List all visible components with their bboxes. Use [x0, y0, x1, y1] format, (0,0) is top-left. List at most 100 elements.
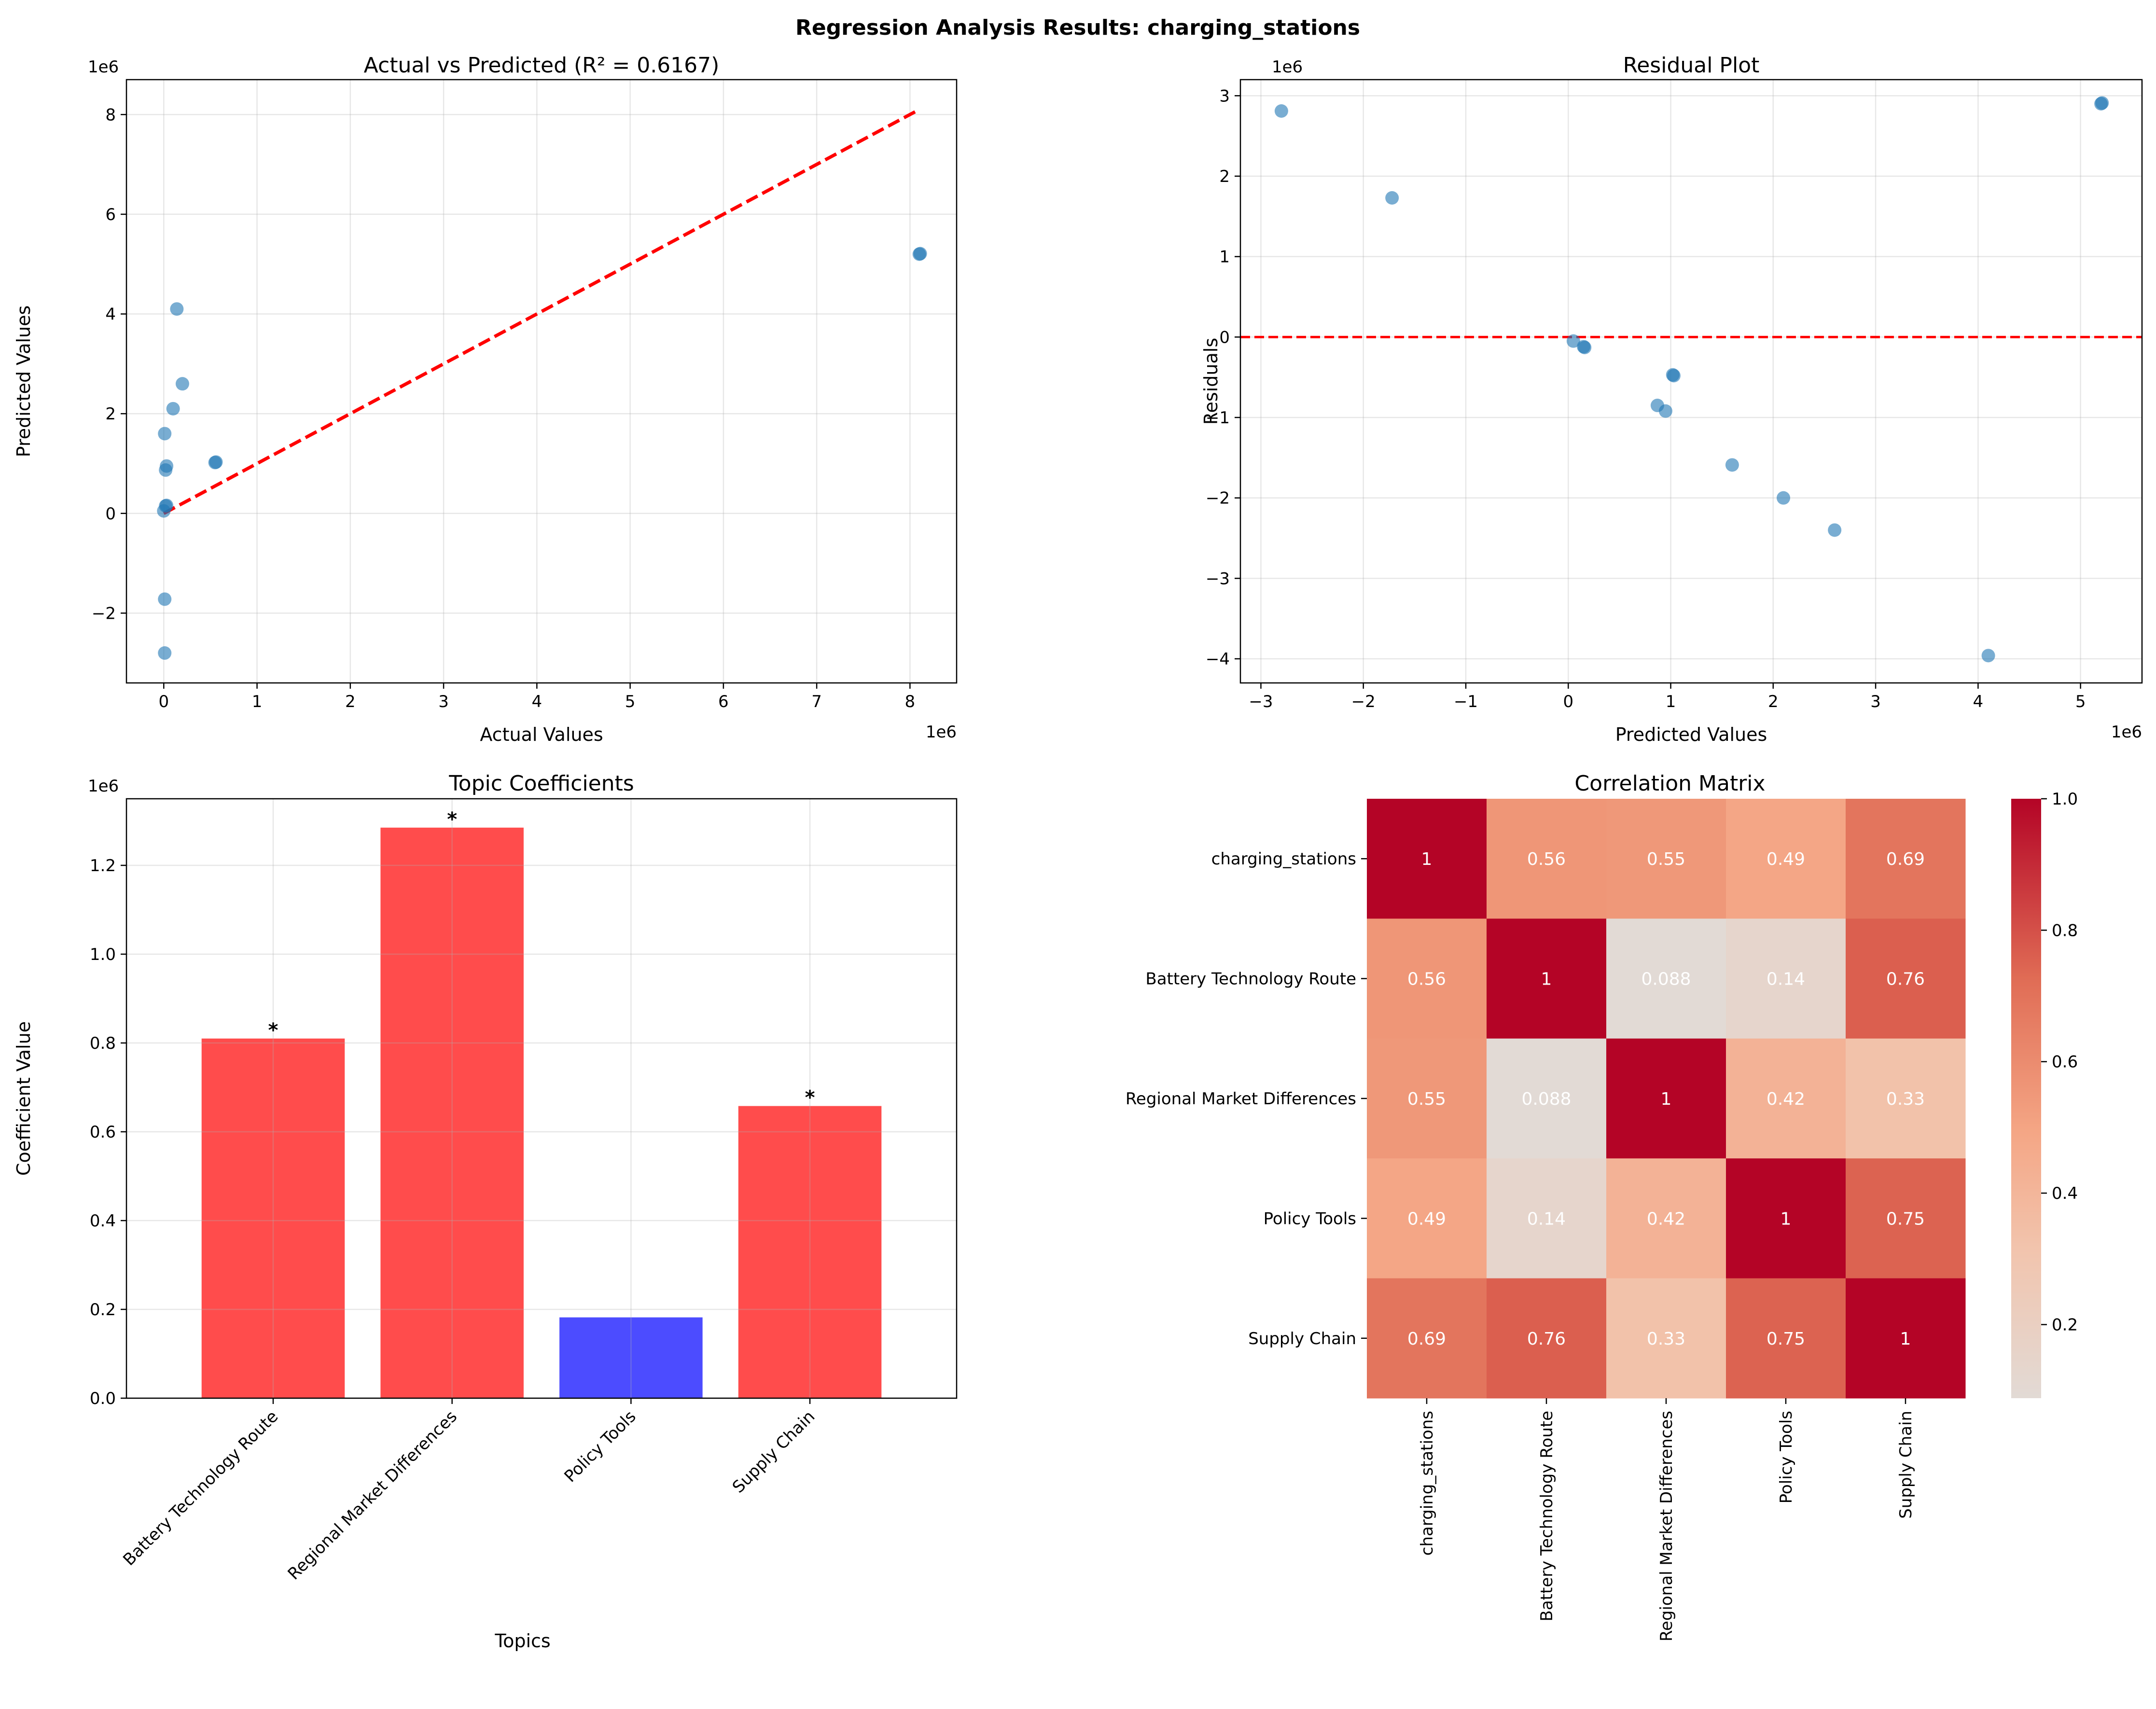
- correlation-matrix-cells: 1 0.56 0.55 0.49 0.69 0.56 1 0.088 0.14 0.76 0.55 0…: [1367, 799, 1966, 1399]
- p1-x-tick-label-0: 0: [158, 692, 169, 711]
- actual-vs-predicted-y-ticks: −2 0 2 4 6 8: [92, 105, 126, 623]
- heatmap-cell-1-1: [1487, 918, 1607, 1039]
- topic-bar-1: [380, 827, 524, 1398]
- heatmap-value-4-2: 0.33: [1647, 1329, 1685, 1349]
- heatmap-cell-3-1: [1487, 1158, 1607, 1279]
- colorbar-tick-label-3: 0.8: [2052, 921, 2078, 940]
- p1-y-tick-label-1: 0: [105, 504, 116, 524]
- correlation-matrix-row-labels: charging_stations Battery Technology Rout…: [1126, 849, 1367, 1348]
- p1-point-7: [158, 427, 172, 441]
- p2-point-0: [1274, 104, 1288, 118]
- figure-title: Regression Analysis Results: charging_st…: [795, 15, 1360, 40]
- correlation-matrix-panel: 1 0.56 0.55 0.49 0.69 0.56 1 0.088 0.14 0.76 0.55 0…: [1126, 771, 2078, 1641]
- heatmap-cell-1-4: [1846, 918, 1966, 1039]
- heatmap-col-label-3: Policy Tools: [1777, 1411, 1796, 1503]
- heatmap-cell-0-2: [1606, 799, 1726, 919]
- p2-x-tick-label-0: −3: [1249, 692, 1273, 711]
- residual-plot-x-offset: 1e6: [2111, 723, 2142, 742]
- heatmap-col-label-2: Regional Market Differences: [1657, 1411, 1676, 1641]
- actual-vs-predicted-y-label: Predicted Values: [13, 306, 34, 458]
- heatmap-value-2-4: 0.33: [1886, 1089, 1925, 1109]
- topic-y-tick-label-1: 0.2: [90, 1300, 116, 1320]
- heatmap-row-label-0: charging_stations: [1211, 849, 1356, 869]
- heatmap-row-label-3: Policy Tools: [1264, 1209, 1356, 1228]
- heatmap-cell-2-4: [1846, 1038, 1966, 1159]
- topic-y-tick-label-4: 0.8: [90, 1034, 116, 1053]
- p1-point-14: [913, 247, 927, 261]
- topic-significance-0: *: [268, 1019, 278, 1042]
- residual-plot-y-offset: 1e6: [1272, 57, 1303, 77]
- heatmap-value-0-3: 0.49: [1767, 849, 1805, 869]
- p1-y-tick-label-3: 4: [105, 305, 116, 324]
- p2-y-tick-label-4: 0: [1219, 328, 1230, 347]
- residual-plot-title: Residual Plot: [1623, 53, 1760, 78]
- actual-vs-predicted-x-ticks: 0 1 2 3 4 5 6 7 8: [158, 683, 915, 711]
- heatmap-value-1-1: 1: [1541, 970, 1552, 989]
- heatmap-cell-0-3: [1726, 799, 1846, 919]
- heatmap-value-4-4: 1: [1900, 1329, 1911, 1349]
- p2-y-tick-label-7: 3: [1219, 86, 1230, 106]
- heatmap-row-label-4: Supply Chain: [1248, 1329, 1356, 1348]
- topic-bar-3: [738, 1106, 882, 1398]
- topic-coefficients-significance: * * *: [268, 808, 815, 1109]
- heatmap-value-3-4: 0.75: [1886, 1209, 1925, 1229]
- heatmap-value-0-2: 0.55: [1647, 849, 1685, 869]
- p2-point-6: [1658, 404, 1672, 418]
- p1-reference-line: [163, 108, 920, 515]
- p1-point-12: [209, 455, 223, 469]
- p2-point-10: [1777, 491, 1791, 505]
- residual-plot-x-ticks: −3 −2 −1 0 1 2 3 4 5: [1249, 683, 2086, 711]
- topic-coefficients-bars: [201, 827, 882, 1398]
- p2-point-14: [2095, 96, 2109, 110]
- topic-y-tick-label-6: 1.2: [90, 856, 116, 875]
- p1-y-tick-label-2: 2: [105, 404, 116, 424]
- heatmap-value-4-1: 0.76: [1527, 1329, 1566, 1349]
- topic-y-tick-label-0: 0.0: [90, 1389, 116, 1408]
- heatmap-value-1-0: 0.56: [1407, 970, 1446, 989]
- p2-point-9: [1725, 458, 1739, 472]
- topic-bar-2: [559, 1317, 703, 1398]
- residual-plot-grid: [1240, 80, 2142, 683]
- p1-x-tick-label-5: 5: [625, 692, 636, 711]
- heatmap-cell-2-2: [1606, 1038, 1726, 1159]
- actual-vs-predicted-panel: 0 1 2 3 4 5 6 7 8 −2 0 2 4 6 8 Actual vs Predicted (R…: [13, 53, 958, 745]
- residual-plot-y-ticks: −4 −3 −2 −1 0 1 2 3: [1206, 86, 1240, 669]
- actual-vs-predicted-grid: [126, 80, 957, 683]
- heatmap-cell-0-4: [1846, 799, 1966, 919]
- heatmap-cell-4-3: [1726, 1278, 1846, 1399]
- residual-plot-points: [1274, 96, 2109, 663]
- colorbar-tick-label-2: 0.6: [2052, 1053, 2078, 1072]
- heatmap-value-2-3: 0.42: [1767, 1089, 1805, 1109]
- p1-x-tick-label-6: 6: [718, 692, 729, 711]
- heatmap-value-1-4: 0.76: [1886, 970, 1925, 989]
- p2-point-11: [1828, 523, 1842, 537]
- heatmap-cell-3-4: [1846, 1158, 1966, 1279]
- topic-coefficients-y-label: Coefficient Value: [13, 1021, 34, 1176]
- p1-y-tick-label-5: 8: [105, 105, 116, 125]
- p2-x-tick-label-1: −2: [1351, 692, 1376, 711]
- topic-y-tick-label-5: 1.0: [90, 945, 116, 964]
- p2-x-tick-label-4: 1: [1666, 692, 1676, 711]
- topic-significance-3: *: [805, 1087, 815, 1109]
- topic-coefficients-grid: [126, 799, 957, 1399]
- topic-significance-1: *: [447, 808, 457, 831]
- heatmap-value-0-1: 0.56: [1527, 849, 1566, 869]
- p2-x-tick-label-2: −1: [1454, 692, 1478, 711]
- p1-point-8: [166, 402, 180, 416]
- p2-point-2: [1566, 334, 1580, 348]
- p2-x-tick-label-5: 2: [1768, 692, 1779, 711]
- heatmap-value-2-0: 0.55: [1407, 1089, 1446, 1109]
- topic-coefficients-y-offset: 1e6: [88, 777, 119, 796]
- heatmap-value-1-2: 0.088: [1641, 970, 1691, 989]
- topic-coefficients-y-ticks: 0.0 0.2 0.4 0.6 0.8 1.0 1.2: [90, 856, 126, 1408]
- actual-vs-predicted-x-label: Actual Values: [480, 724, 603, 745]
- heatmap-value-2-1: 0.088: [1521, 1089, 1571, 1109]
- p1-point-6: [160, 459, 174, 473]
- colorbar-tick-label-1: 0.4: [2052, 1184, 2078, 1203]
- topic-x-tick-label-2: Policy Tools: [560, 1407, 640, 1486]
- p2-x-tick-label-7: 4: [1973, 692, 1984, 711]
- p1-x-tick-label-1: 1: [252, 692, 263, 711]
- heatmap-value-3-3: 1: [1780, 1209, 1792, 1229]
- actual-vs-predicted-title: Actual vs Predicted (R² = 0.6167): [364, 53, 720, 78]
